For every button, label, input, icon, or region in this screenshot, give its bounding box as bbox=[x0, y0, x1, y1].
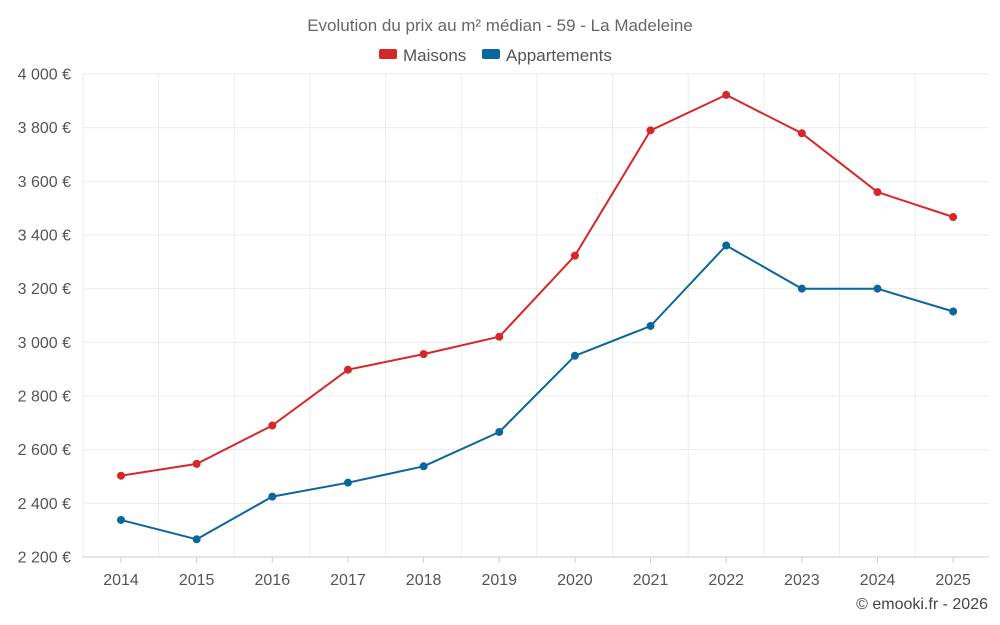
series-line-maisons bbox=[120, 93, 955, 477]
data-point-maisons[interactable] bbox=[343, 365, 352, 374]
data-point-maisons[interactable] bbox=[797, 129, 806, 138]
data-point-appartements[interactable] bbox=[797, 284, 806, 293]
y-tick-label: 3 000 € bbox=[18, 335, 71, 352]
data-point-appartements[interactable] bbox=[646, 321, 655, 330]
data-point-maisons[interactable] bbox=[949, 213, 958, 222]
legend-swatch-maisons bbox=[379, 49, 397, 59]
series-line-appartements bbox=[120, 244, 955, 541]
legend-swatch-appartements bbox=[482, 49, 500, 59]
y-tick-label: 3 800 € bbox=[18, 120, 71, 137]
data-point-maisons[interactable] bbox=[495, 332, 504, 341]
data-point-appartements[interactable] bbox=[570, 351, 579, 360]
legend-item-maisons[interactable]: Maisons bbox=[379, 46, 466, 65]
x-tick-label: 2016 bbox=[255, 572, 291, 589]
legend-label-maisons: Maisons bbox=[403, 46, 466, 65]
data-point-appartements[interactable] bbox=[268, 492, 277, 501]
credit-text: © emooki.fr - 2026 bbox=[856, 596, 988, 613]
y-tick-label: 2 400 € bbox=[18, 496, 71, 513]
x-tick-label: 2024 bbox=[860, 572, 896, 589]
legend-label-appartements: Appartements bbox=[506, 46, 612, 65]
y-tick-label: 2 800 € bbox=[18, 389, 71, 406]
data-point-maisons[interactable] bbox=[268, 421, 277, 430]
y-tick-label: 2 200 € bbox=[18, 550, 71, 567]
data-point-appartements[interactable] bbox=[722, 241, 731, 250]
x-tick-label: 2020 bbox=[557, 572, 593, 589]
series-layer bbox=[117, 90, 958, 544]
x-tick-label: 2015 bbox=[179, 572, 215, 589]
data-point-appartements[interactable] bbox=[949, 307, 958, 316]
y-tick-label: 2 600 € bbox=[18, 442, 71, 459]
data-point-appartements[interactable] bbox=[192, 535, 201, 544]
y-tick-label: 3 600 € bbox=[18, 174, 71, 191]
data-point-maisons[interactable] bbox=[117, 471, 125, 480]
y-tick-label: 3 400 € bbox=[18, 228, 71, 245]
chart-title: Evolution du prix au m² médian - 59 - La… bbox=[307, 16, 693, 35]
x-tick-label: 2022 bbox=[708, 572, 744, 589]
data-point-maisons[interactable] bbox=[873, 188, 882, 197]
x-tick-label: 2019 bbox=[481, 572, 517, 589]
x-tick-label: 2017 bbox=[330, 572, 366, 589]
data-point-appartements[interactable] bbox=[117, 515, 125, 524]
data-point-maisons[interactable] bbox=[419, 350, 428, 359]
y-tick-label: 4 000 € bbox=[18, 67, 71, 84]
data-point-maisons[interactable] bbox=[192, 459, 201, 468]
x-tick-label: 2021 bbox=[633, 572, 669, 589]
data-point-appartements[interactable] bbox=[343, 478, 352, 487]
y-tick-label: 3 200 € bbox=[18, 281, 71, 298]
data-point-appartements[interactable] bbox=[873, 284, 882, 293]
data-point-maisons[interactable] bbox=[570, 251, 579, 260]
data-point-appartements[interactable] bbox=[419, 462, 428, 471]
x-tick-label: 2014 bbox=[103, 572, 139, 589]
x-tick-label: 2025 bbox=[935, 572, 971, 589]
x-tick-label: 2018 bbox=[406, 572, 442, 589]
axes: 2 200 € 2 400 € 2 600 € 2 800 € 3 000 € 3 200… bbox=[18, 67, 989, 589]
data-point-maisons[interactable] bbox=[646, 126, 655, 135]
data-point-maisons[interactable] bbox=[722, 90, 731, 99]
data-point-appartements[interactable] bbox=[495, 427, 504, 436]
legend: Maisons Appartements bbox=[379, 46, 612, 65]
grid bbox=[82, 73, 989, 558]
legend-item-appartements[interactable]: Appartements bbox=[482, 46, 612, 65]
x-tick-label: 2023 bbox=[784, 572, 820, 589]
